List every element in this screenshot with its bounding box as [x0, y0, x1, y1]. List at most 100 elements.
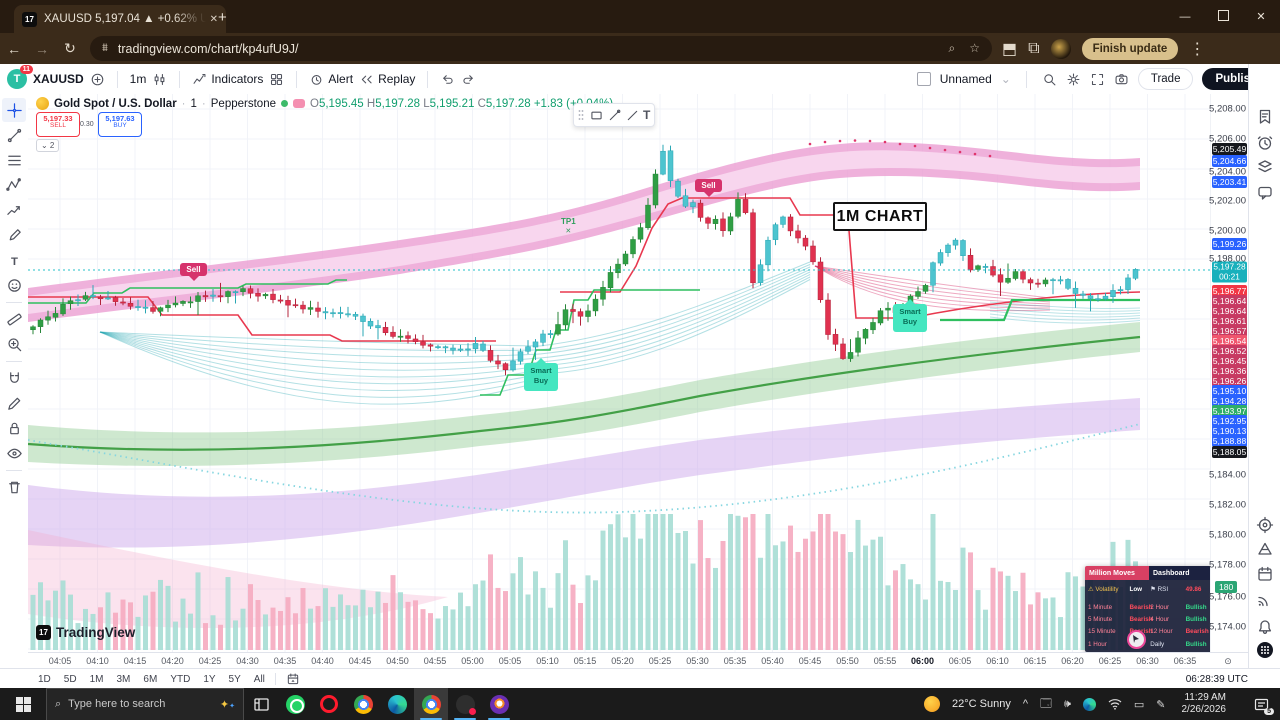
tray-edge-icon[interactable]: [1082, 697, 1096, 711]
apps-icon[interactable]: [1256, 641, 1274, 659]
purple-browser-icon[interactable]: [482, 688, 516, 720]
range-5d[interactable]: 5D: [63, 673, 77, 685]
trade-button[interactable]: Trade: [1137, 68, 1194, 90]
fib-tool-icon[interactable]: [2, 148, 26, 172]
rectangle-tool-icon[interactable]: [589, 108, 604, 123]
layout-caret-icon[interactable]: ⌄: [1000, 72, 1011, 86]
range-6m[interactable]: 6M: [143, 673, 158, 685]
task-view-button[interactable]: [244, 688, 278, 720]
taskbar-clock[interactable]: 11:29 AM 2/26/2026: [1181, 691, 1227, 716]
tray-expand-icon[interactable]: ^: [1022, 698, 1028, 710]
magnet-tool-icon[interactable]: [2, 366, 26, 390]
compare-icon[interactable]: [90, 72, 105, 87]
layout-checkbox[interactable]: [916, 72, 931, 86]
start-button[interactable]: [0, 688, 46, 720]
crosshair-tool-icon[interactable]: [2, 98, 26, 122]
trend-tool-icon[interactable]: [2, 123, 26, 147]
bookmark-star-icon[interactable]: ☆: [969, 41, 980, 55]
url-text[interactable]: tradingview.com/chart/kp4ufU9J/: [117, 41, 299, 56]
tray-chat-icon[interactable]: 🗔: [1040, 697, 1052, 710]
target-icon[interactable]: [1256, 516, 1274, 534]
opera-icon[interactable]: [312, 688, 346, 720]
edge-icon[interactable]: [380, 688, 414, 720]
alert-button[interactable]: Alert: [309, 72, 353, 87]
finish-update-button[interactable]: Finish update: [1081, 37, 1179, 60]
opera-gx-icon[interactable]: [448, 688, 482, 720]
pattern-tool-icon[interactable]: [2, 173, 26, 197]
notification-center[interactable]: 5: [1244, 688, 1278, 720]
back-icon[interactable]: ←: [7, 40, 21, 57]
text-tool-icon[interactable]: T: [2, 248, 26, 272]
replay-button[interactable]: Replay: [359, 72, 415, 87]
browser-tab[interactable]: 17 XAUUSD 5,197.04 ▲ +0.62% Un ✕: [14, 5, 226, 33]
layout-grid-icon[interactable]: [269, 72, 284, 87]
sidebar-icon[interactable]: ⧉: [1028, 39, 1040, 57]
price-axis[interactable]: 5,208.00 5,206.00 5,205.49 5,204.66 5,204.00…: [1209, 94, 1249, 652]
chart-canvas[interactable]: [28, 94, 1210, 652]
time-axis[interactable]: 04:05 04:10 04:15 04:20 04:25 04:30 04:35 04:40…: [28, 652, 1248, 669]
signal-icon[interactable]: [1256, 589, 1274, 607]
forecast-tool-icon[interactable]: [2, 198, 26, 222]
new-tab-button[interactable]: +: [218, 9, 227, 26]
settings-gear-icon[interactable]: [1066, 72, 1081, 87]
lock-tool-icon[interactable]: [2, 416, 26, 440]
emoji-tool-icon[interactable]: [2, 273, 26, 297]
layers-icon[interactable]: [1256, 158, 1274, 176]
tv-user-avatar[interactable]: T 11: [7, 65, 33, 89]
text-tool-icon[interactable]: T: [643, 108, 651, 122]
range-3m[interactable]: 3M: [116, 673, 131, 685]
laptop-icon[interactable]: ▭: [1133, 698, 1145, 711]
layout-name[interactable]: Unnamed: [939, 72, 992, 86]
range-all[interactable]: All: [253, 673, 265, 685]
browser-menu-icon[interactable]: ⋮: [1189, 40, 1206, 58]
bell-icon[interactable]: [1256, 618, 1274, 636]
site-info-icon[interactable]: ⩩: [102, 42, 108, 54]
range-1m[interactable]: 1M: [89, 673, 104, 685]
extensions-icon[interactable]: ⬒: [1002, 40, 1018, 58]
wifi-icon[interactable]: [1108, 698, 1122, 710]
tp1-marker[interactable]: TP1 ✕: [561, 217, 576, 235]
symbol-search-button[interactable]: XAUUSD: [33, 72, 84, 86]
go-to-date-icon[interactable]: [286, 672, 300, 686]
sell-button[interactable]: 5,197.33 SELL: [36, 112, 80, 137]
indicators-button[interactable]: Indicators: [192, 72, 263, 87]
window-close-icon[interactable]: ✕: [1256, 11, 1266, 23]
eye-tool-icon[interactable]: [2, 441, 26, 465]
axis-settings-icon[interactable]: ⊙: [1224, 656, 1232, 666]
watchlist-icon[interactable]: [1256, 108, 1274, 126]
pencil-tool-icon[interactable]: [2, 391, 26, 415]
indicators-collapse-chip[interactable]: ⌄ 2: [36, 139, 60, 152]
fullscreen-icon[interactable]: [1090, 72, 1105, 87]
reload-icon[interactable]: ↻: [64, 40, 76, 56]
address-bar[interactable]: ⩩ tradingview.com/chart/kp4ufU9J/ ⌕ ☆: [90, 36, 992, 61]
whatsapp-icon[interactable]: [278, 688, 312, 720]
floating-drawing-toolbar[interactable]: T: [573, 103, 656, 127]
calendar-icon[interactable]: [1256, 565, 1274, 583]
weather-sun-icon[interactable]: [924, 696, 940, 712]
interval-button[interactable]: 1m: [129, 72, 147, 86]
window-maximize-icon[interactable]: [1204, 9, 1242, 24]
chrome-active-icon[interactable]: [414, 688, 448, 720]
range-5y[interactable]: 5Y: [228, 673, 241, 685]
browser-profile-avatar[interactable]: [1050, 38, 1071, 59]
forward-icon[interactable]: →: [35, 40, 49, 57]
drag-handle-icon[interactable]: [578, 109, 584, 121]
chart-type-icon[interactable]: [152, 72, 167, 87]
window-minimize-icon[interactable]: —: [1179, 10, 1191, 23]
pyramid-icon[interactable]: [1256, 540, 1274, 558]
buy-button[interactable]: 5,197.63 BUY: [98, 112, 142, 137]
weather-text[interactable]: 22°C Sunny: [952, 698, 1011, 710]
range-1y[interactable]: 1Y: [203, 673, 216, 685]
chart-pane[interactable]: Gold Spot / U.S. Dollar · 1 · Pepperston…: [28, 94, 1210, 652]
utc-clock[interactable]: 06:28:39 UTC: [1185, 673, 1248, 685]
trendline-tool-icon[interactable]: [607, 108, 622, 123]
range-ytd[interactable]: YTD: [170, 673, 191, 685]
ruler-tool-icon[interactable]: [2, 307, 26, 331]
trash-tool-icon[interactable]: [2, 475, 26, 499]
undo-icon[interactable]: [440, 72, 455, 87]
snapshot-camera-icon[interactable]: [1114, 72, 1129, 87]
range-1d[interactable]: 1D: [38, 673, 51, 685]
line-tool-icon[interactable]: [625, 108, 640, 123]
tab-close-icon[interactable]: ✕: [209, 13, 218, 25]
pen-icon[interactable]: ✎: [1156, 698, 1166, 711]
